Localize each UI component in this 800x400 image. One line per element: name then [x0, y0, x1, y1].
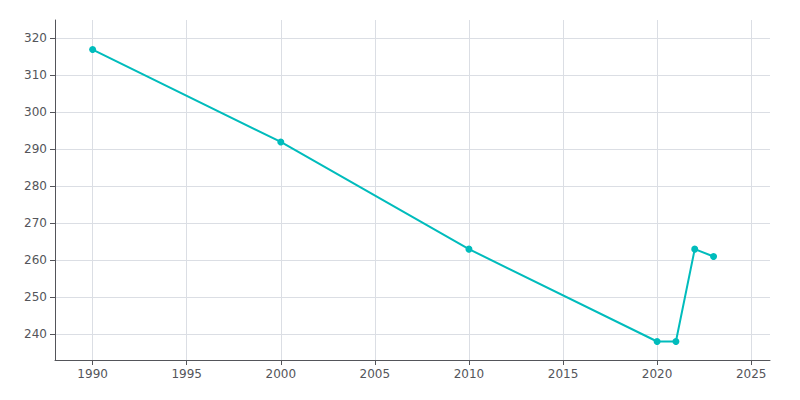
svg-text:250: 250	[24, 290, 47, 304]
svg-text:2010: 2010	[454, 367, 485, 381]
svg-text:2015: 2015	[548, 367, 579, 381]
svg-text:280: 280	[24, 179, 47, 193]
svg-text:2000: 2000	[266, 367, 297, 381]
svg-text:1995: 1995	[171, 367, 202, 381]
svg-text:310: 310	[24, 68, 47, 82]
svg-text:2025: 2025	[736, 367, 767, 381]
svg-text:1990: 1990	[77, 367, 108, 381]
svg-text:320: 320	[24, 31, 47, 45]
svg-text:270: 270	[24, 216, 47, 230]
svg-text:290: 290	[24, 142, 47, 156]
svg-text:2005: 2005	[360, 367, 391, 381]
svg-text:300: 300	[24, 105, 47, 119]
svg-text:260: 260	[24, 253, 47, 267]
svg-text:2020: 2020	[642, 367, 673, 381]
svg-text:240: 240	[24, 327, 47, 341]
